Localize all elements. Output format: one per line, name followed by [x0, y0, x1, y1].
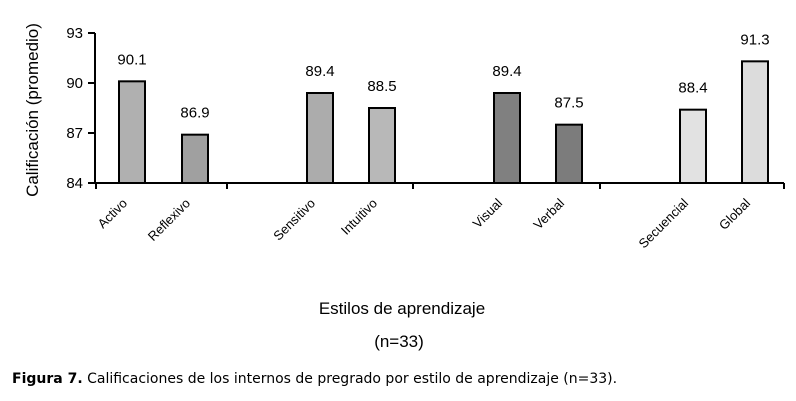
figure-caption-text: Calificaciones de los internos de pregra…: [82, 371, 618, 387]
category-label: Activo: [94, 196, 130, 232]
y-axis-title: Calificación (promedio): [23, 23, 42, 197]
bar-value-label: 89.4: [305, 63, 334, 80]
bar-value-label: 88.5: [367, 78, 396, 95]
bar: [555, 123, 583, 184]
y-tick-label: 84: [66, 175, 83, 192]
category-label: Verbal: [530, 195, 567, 232]
category-label: Sensitivo: [270, 196, 318, 244]
bar: [368, 107, 396, 184]
bars: 90.1 86.9 89.4 88.5 89.4 87.5 88.4 91.3: [117, 31, 770, 185]
bar-value-label: 90.1: [117, 51, 146, 68]
x-axis: Activo Reflexivo Sensitivo Intuitivo Visual V…: [94, 182, 785, 251]
bar-value-label: 88.4: [678, 80, 707, 97]
bar-value-label: 86.9: [180, 105, 209, 122]
y-axis: 84 87 90 93: [66, 25, 96, 192]
bar-value-label: 91.3: [740, 31, 769, 48]
bar: [493, 92, 521, 184]
category-label: Secuencial: [636, 195, 692, 251]
figure-caption-prefix: Figura 7.: [12, 371, 83, 387]
bar: [306, 92, 334, 184]
bar: [679, 108, 707, 184]
bar: [741, 60, 769, 184]
y-tick-label: 90: [66, 75, 83, 92]
bar-value-label: 89.4: [492, 63, 521, 80]
category-label: Global: [716, 195, 753, 232]
category-label: Reflexivo: [145, 196, 193, 244]
bar-chart: 84 87 90 93 90.1 86.9 89.4 88.5 89.4 87.5 88.4 91.…: [23, 23, 785, 351]
category-label: Visual: [470, 195, 506, 231]
bar: [118, 80, 146, 184]
x-axis-subtitle: (n=33): [374, 332, 424, 351]
figure-caption: Figura 7. Calificaciones de los internos…: [12, 371, 617, 387]
bar-value-label: 87.5: [554, 95, 583, 112]
category-label: Intuitivo: [338, 196, 380, 238]
bar: [181, 133, 209, 185]
x-axis-title: Estilos de aprendizaje: [319, 299, 485, 318]
y-tick-label: 87: [66, 125, 83, 142]
y-tick-label: 93: [66, 25, 83, 42]
